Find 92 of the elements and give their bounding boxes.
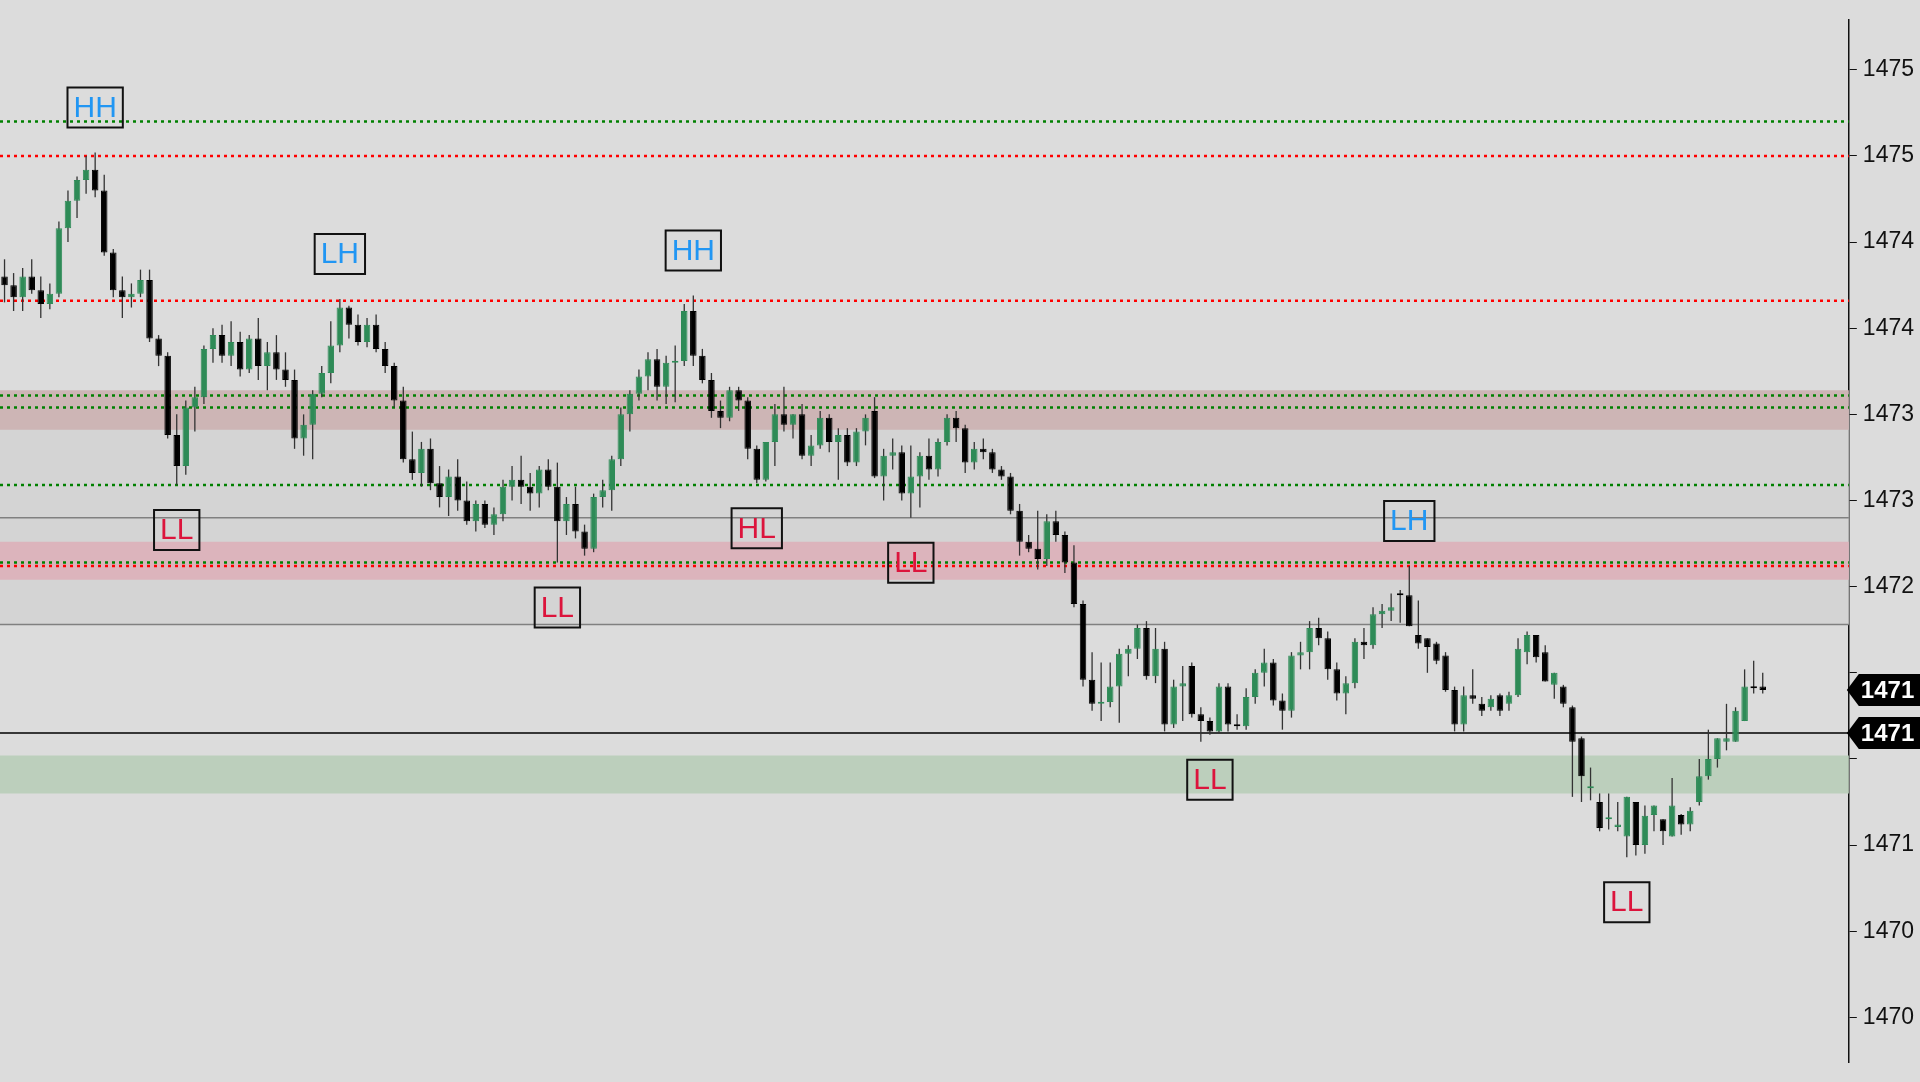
- candlestick: [735, 386, 742, 412]
- annotation: LL: [540, 589, 575, 623]
- candlestick: [907, 444, 915, 519]
- candlestick: [409, 430, 416, 481]
- candlestick: [1614, 801, 1621, 832]
- candlestick: [563, 496, 570, 536]
- candlestick: [1, 258, 8, 304]
- y-tick-label: 1474: [1862, 227, 1915, 254]
- candlestick: [1714, 737, 1721, 769]
- annotation: LH: [320, 236, 360, 270]
- candlestick: [418, 441, 425, 488]
- candlestick: [517, 455, 525, 505]
- candlestick: [989, 448, 996, 474]
- annotation: HH: [73, 89, 117, 123]
- candlestick: [282, 351, 289, 388]
- candlestick: [1469, 668, 1476, 705]
- candlestick: [264, 341, 271, 391]
- y-tick-label: 1474: [1862, 313, 1915, 340]
- candlestick: [526, 472, 534, 512]
- candlestick: [1705, 729, 1712, 781]
- annotation: LL: [1193, 762, 1227, 796]
- candlestick: [1034, 510, 1041, 571]
- candlestick: [1279, 692, 1286, 731]
- candlestick: [209, 327, 217, 364]
- y-tick-label: 1470: [1862, 1002, 1915, 1029]
- candlestick: [37, 275, 45, 319]
- candlestick: [137, 268, 144, 298]
- y-tick-label: 1475: [1862, 141, 1915, 168]
- candlestick: [318, 365, 325, 398]
- candlestick: [1433, 641, 1440, 665]
- y-tick-label: 1473: [1862, 399, 1915, 426]
- annotation: LL: [894, 545, 928, 579]
- candlestick: [1315, 617, 1322, 646]
- candlestick: [1415, 599, 1422, 650]
- candlestick: [436, 465, 443, 509]
- candlestick: [835, 427, 842, 481]
- candlestick: [490, 506, 498, 536]
- candlestick: [780, 386, 788, 433]
- candlestick: [1696, 758, 1703, 807]
- candlestick: [119, 275, 126, 319]
- y-tick-label: 1475: [1862, 55, 1915, 82]
- candlestick: [717, 399, 724, 429]
- annotation: LH: [1390, 503, 1429, 537]
- candlestick: [1650, 804, 1658, 832]
- candlestick: [1306, 620, 1313, 671]
- candlestick: [825, 413, 833, 453]
- candlestick: [227, 320, 235, 367]
- candlestick: [535, 465, 543, 509]
- candlestick: [1261, 648, 1268, 688]
- candlestick: [1560, 684, 1567, 708]
- candlestick: [1125, 644, 1132, 677]
- annotation: LL: [160, 512, 194, 546]
- y-tick-label: 1470: [1862, 916, 1915, 943]
- candlestick: [508, 465, 516, 502]
- candlestick: [28, 258, 35, 295]
- candlestick: [1478, 696, 1486, 717]
- candlestick: [807, 434, 815, 467]
- annotation: HL: [737, 510, 776, 544]
- y-tick-label: 1473: [1862, 485, 1915, 512]
- candlestick: [1496, 692, 1504, 717]
- candlestick: [1134, 623, 1141, 660]
- candlestick: [1387, 592, 1395, 622]
- candlestick: [155, 334, 162, 367]
- candlestick: [19, 267, 26, 312]
- candlestick: [300, 413, 307, 457]
- candlestick: [1551, 672, 1558, 700]
- candlestick: [862, 413, 869, 447]
- candlestick: [1052, 510, 1060, 543]
- candlestick: [971, 441, 978, 471]
- candlestick: [1424, 637, 1431, 674]
- candlestick: [1179, 665, 1186, 722]
- candlestick: [1596, 792, 1603, 832]
- candlestick: [880, 448, 887, 502]
- candlestick: [273, 334, 280, 381]
- candlestick: [1723, 703, 1730, 751]
- candlestick: [545, 458, 552, 491]
- candlestick: [1297, 641, 1304, 671]
- candlestick: [1505, 691, 1513, 712]
- candlestick: [789, 413, 797, 440]
- candlestick: [445, 468, 452, 517]
- candlestick: [699, 348, 706, 384]
- candlestick: [454, 458, 461, 512]
- candlestick: [10, 272, 17, 312]
- y-tick-label: 1471: [1862, 830, 1915, 857]
- y-tick-label: 1472: [1862, 572, 1915, 598]
- annotation: LL: [1610, 884, 1644, 918]
- candlestick: [599, 479, 606, 509]
- candlestick: [889, 437, 896, 471]
- candlestick: [635, 368, 643, 402]
- candlestick: [463, 480, 470, 526]
- candlestick: [581, 523, 588, 557]
- annotation: HH: [671, 232, 715, 266]
